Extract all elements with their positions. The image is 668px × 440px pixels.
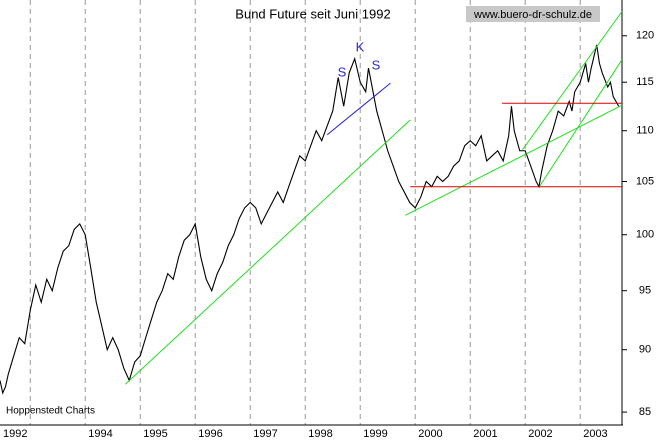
y-tick-label: 110 [636,125,654,137]
x-tick-label: 2002 [528,428,552,440]
x-tick-label: 1995 [143,428,167,440]
credit: Hoppenstedt Charts [6,406,95,417]
x-tick-label: 2000 [418,428,442,440]
x-tick-label: 1994 [88,428,112,440]
source-box [466,6,600,22]
x-tick-label: 1998 [308,428,332,440]
price-line [0,44,620,395]
y-tick-label: 115 [636,76,654,88]
x-tick-label: 1992 [3,428,27,440]
x-tick-label: 1997 [253,428,277,440]
x-tick-label: 2001 [473,428,497,440]
trend-line [539,59,623,186]
x-tick-label: 1999 [363,428,387,440]
annotation: S [338,64,347,79]
y-tick-label: 90 [639,344,651,356]
source: www.buero-dr-schulz.de [473,9,592,21]
chart-title: Bund Future seit Juni 1992 [235,6,390,21]
y-tick-label: 95 [639,285,651,297]
annotation: S [372,57,381,72]
y-tick-label: 105 [636,175,654,187]
x-tick-label: 2003 [583,428,607,440]
y-tick-label: 85 [639,406,651,418]
y-tick-label: 100 [636,229,654,241]
trend-line [125,119,411,385]
x-tick-label: 1996 [198,428,222,440]
trend-line [326,82,391,136]
y-tick-label: 120 [636,30,654,42]
trend-line [522,11,623,151]
trend-line [405,104,623,216]
annotation: K [356,39,365,54]
